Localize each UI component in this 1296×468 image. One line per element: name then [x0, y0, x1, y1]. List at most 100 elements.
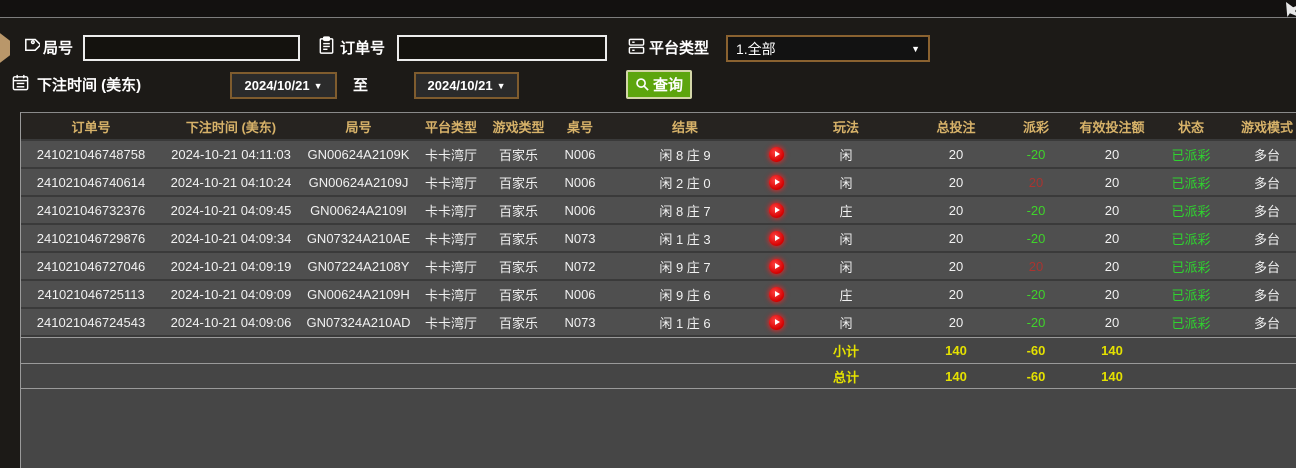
sum-cell-status: [1163, 338, 1219, 363]
cell-mode: 多台: [1253, 175, 1280, 191]
cell-table_no: N073: [564, 230, 596, 246]
window-top-bar: [0, 0, 1296, 18]
play-video-button[interactable]: [768, 258, 784, 274]
chevron-down-icon: ▼: [911, 43, 920, 54]
cell-play: 庄: [839, 203, 853, 219]
play-video-button[interactable]: [768, 202, 784, 218]
sum-cell-result: [609, 364, 761, 388]
cell-status: 已派彩: [1171, 259, 1211, 275]
subtotal-row: 小计 140 -60 140: [21, 337, 1296, 363]
order-no-input[interactable]: [397, 35, 607, 61]
cell-result: 闲 9 庄 7: [659, 259, 711, 275]
sum-cell-mode: [1219, 338, 1296, 363]
sum-cell-valid_bet: 140: [1101, 343, 1123, 358]
cell-round_id: GN07224A2108Y: [307, 258, 410, 274]
search-icon: [636, 78, 649, 91]
cell-round_id: GN00624A2109H: [307, 286, 410, 302]
cell-game_type: 百家乐: [498, 203, 538, 219]
sum-cell-total_bet: 140: [945, 343, 967, 358]
col-header-mode: 游戏模式: [1240, 119, 1293, 135]
cell-order_id: 241021046740614: [36, 174, 146, 190]
clipboard-icon: [317, 36, 336, 55]
cell-mode: 多台: [1253, 259, 1280, 275]
cell-video: [761, 309, 791, 335]
cell-platform: 卡卡湾厅: [424, 147, 477, 163]
cell-bet_time: 2024-10-21 04:10:24: [170, 174, 292, 190]
cell-result: 闲 8 庄 7: [659, 203, 711, 219]
sum-cell-valid_bet: 140: [1101, 368, 1123, 384]
platform-type-label: 平台类型: [649, 40, 710, 57]
cell-platform: 卡卡湾厅: [424, 175, 477, 191]
cell-order_id: 241021046748758: [36, 146, 146, 162]
sum-cell-total_bet: 140: [945, 368, 967, 384]
cell-total_bet: 20: [948, 202, 964, 218]
play-video-button[interactable]: [768, 230, 784, 246]
cell-payout: -20: [1026, 146, 1046, 162]
cell-platform: 卡卡湾厅: [424, 203, 477, 219]
tag-icon: [21, 36, 40, 55]
platform-type-select[interactable]: 1.全部 ▼: [726, 35, 930, 62]
cell-total_bet: 20: [948, 258, 964, 274]
cell-valid_bet: 20: [1104, 174, 1120, 190]
cell-play: 闲: [839, 147, 853, 163]
cell-bet_time: 2024-10-21 04:11:03: [171, 146, 291, 162]
cell-game_type: 百家乐: [498, 287, 538, 303]
play-video-button[interactable]: [768, 314, 784, 330]
cell-result: 闲 1 庄 3: [659, 231, 711, 247]
search-button-label: 查询: [653, 77, 684, 94]
chevron-down-icon: ▼: [313, 80, 323, 91]
cell-table_no: N006: [564, 286, 596, 302]
cell-video: [761, 253, 791, 279]
cell-video: [761, 141, 791, 167]
cell-video: [761, 225, 791, 251]
date-to-picker[interactable]: 2024/10/21 ▼: [414, 72, 519, 99]
sum-cell-platform: [416, 364, 486, 388]
cell-video: [761, 197, 791, 223]
search-button[interactable]: 查询: [626, 70, 693, 99]
cell-table_no: N006: [564, 202, 596, 218]
col-header-status: 状态: [1177, 119, 1204, 135]
cell-video: [761, 169, 791, 195]
table-row: 241021046724543 2024-10-21 04:09:06 GN0732…: [21, 309, 1296, 337]
cell-table_no: N006: [564, 146, 596, 162]
cell-round_id: GN00624A2109J: [308, 174, 409, 190]
play-video-button[interactable]: [768, 286, 784, 302]
cell-mode: 多台: [1253, 147, 1280, 163]
table-row: 241021046727046 2024-10-21 04:09:19 GN0722…: [21, 253, 1296, 281]
table-row: 241021046729876 2024-10-21 04:09:34 GN0732…: [21, 225, 1296, 253]
order-no-label: 订单号: [340, 40, 386, 57]
bet-time-label: 下注时间 (美东): [37, 77, 142, 94]
cell-play: 庄: [839, 287, 853, 303]
cell-bet_time: 2024-10-21 04:09:45: [170, 202, 292, 218]
cell-total_bet: 20: [948, 230, 964, 246]
filter-panel: 局号 订单号 平台类型 1.全部 ▼: [0, 19, 1296, 112]
cell-total_bet: 20: [948, 174, 964, 190]
cell-status: 已派彩: [1171, 175, 1211, 191]
cell-play: 闲: [839, 175, 853, 191]
round-no-input[interactable]: [83, 35, 300, 61]
sum-cell-round_id: [301, 338, 416, 363]
cell-bet_time: 2024-10-21 04:09:19: [170, 258, 292, 274]
cell-table_no: N072: [564, 258, 596, 274]
cell-round_id: GN07324A210AE: [306, 230, 411, 246]
panel-collapse-handle[interactable]: [0, 30, 10, 66]
table-header-row: 订单号 下注时间 (美东) 局号 平台类型 游戏类型 桌号 结果 玩法 总投注 派彩 有效投注额 状态…: [21, 113, 1296, 141]
play-video-button[interactable]: [768, 174, 784, 190]
cell-bet_time: 2024-10-21 04:09:06: [170, 314, 292, 330]
cell-payout: -20: [1026, 202, 1046, 218]
date-from-picker[interactable]: 2024/10/21 ▼: [230, 72, 337, 99]
cell-table_no: N006: [564, 174, 596, 190]
cell-mode: 多台: [1253, 287, 1280, 303]
col-header-table_no: 桌号: [566, 119, 593, 135]
sum-cell-game_type: [486, 364, 551, 388]
sum-cell-round_id: [301, 364, 416, 388]
platform-stack-icon: [627, 37, 646, 56]
date-from-value: 2024/10/21: [244, 78, 310, 93]
sum-cell-video: [761, 364, 791, 388]
cell-payout: 20: [1028, 174, 1044, 190]
play-video-button[interactable]: [768, 146, 784, 162]
cell-valid_bet: 20: [1104, 202, 1120, 218]
cell-payout: 20: [1028, 258, 1044, 274]
cell-platform: 卡卡湾厅: [424, 315, 477, 331]
cell-payout: -20: [1026, 314, 1046, 330]
